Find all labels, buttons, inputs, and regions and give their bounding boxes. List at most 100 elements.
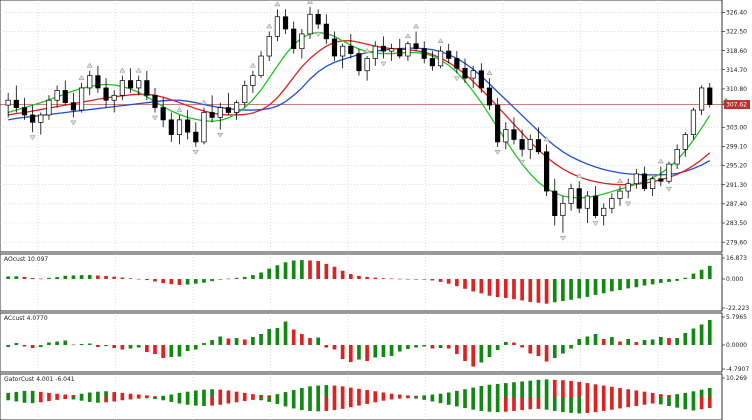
panel-frame [0, 312, 723, 373]
gator-upper-bar [397, 394, 402, 397]
fractal-up-arrow [543, 136, 550, 142]
candle-body [405, 43, 411, 57]
histogram-bar [593, 334, 598, 346]
gator-upper-bar [226, 390, 231, 397]
histogram-bar [291, 329, 296, 346]
histogram-bar [487, 345, 492, 358]
gator-upper-bar [585, 383, 590, 397]
candle-body [690, 109, 697, 135]
histogram-bar [202, 279, 206, 283]
histogram-bar [226, 278, 231, 280]
gator-lower-bar [128, 397, 133, 400]
gator-lower-bar [55, 397, 59, 400]
gator-lower-bar [561, 397, 565, 413]
gator-upper-bar [210, 389, 214, 397]
candle-body [372, 45, 378, 59]
histogram-bar [634, 342, 639, 346]
gator-lower-bar [707, 397, 712, 409]
gator-lower-bar [226, 397, 231, 404]
candle-body [650, 178, 656, 189]
histogram-bar [446, 345, 451, 349]
price-tick-label: 299.10 [726, 144, 747, 151]
histogram-bar [618, 341, 622, 346]
candle-body [454, 58, 460, 69]
gator-upper-bar [642, 391, 647, 397]
fractal-up-arrow [486, 70, 493, 75]
candle-body [413, 43, 419, 50]
fractal-down-arrow [70, 120, 77, 126]
histogram-bar [22, 276, 27, 280]
histogram-bar [47, 277, 51, 280]
histogram-bar [495, 279, 500, 298]
gator-upper-bar [128, 393, 133, 397]
gator-upper-bar [667, 394, 671, 397]
gator-lower-bar [438, 397, 443, 404]
gator-upper-bar [79, 393, 84, 397]
candle-body [38, 114, 44, 123]
gator-lower-bar [381, 397, 386, 401]
gator-upper-bar [601, 385, 606, 397]
price-panel[interactable] [0, 0, 731, 241]
gator-lower-bar [251, 397, 255, 400]
alligator-teeth-line [8, 40, 711, 186]
histogram-bar [136, 278, 141, 280]
histogram-bar [316, 337, 321, 346]
gator-lower-bar [512, 397, 516, 411]
gator-lower-bar [601, 397, 606, 411]
histogram-bar [185, 345, 190, 352]
histogram-bar [471, 345, 476, 367]
oscillator-panels[interactable]: AOcust 10.097 ACcust 4.0770 GatorCust 4.00… [4, 256, 712, 414]
histogram-bar [242, 339, 247, 346]
histogram-bar [479, 279, 484, 294]
histogram-bar [438, 279, 443, 282]
fractal-up-arrow [200, 99, 208, 105]
candle-body [495, 104, 501, 143]
histogram-bar [642, 340, 647, 346]
gator-upper-bar [512, 382, 516, 397]
gator-lower-bar [145, 397, 149, 399]
candle-body [30, 114, 36, 123]
gator-lower-bar [691, 397, 696, 411]
candle-body [356, 53, 362, 72]
candle-body [307, 13, 313, 35]
histogram-bar [528, 279, 533, 302]
histogram-bar [291, 260, 296, 280]
candle-body [160, 107, 166, 121]
histogram-bar [471, 279, 476, 292]
candle-body [592, 195, 599, 216]
gator-lower-bar [463, 397, 467, 409]
gator-lower-bar [332, 397, 337, 411]
candle-body [519, 139, 525, 150]
candle-body [429, 58, 435, 67]
oscillator-tick-label: 16.873 [726, 255, 747, 262]
candle-body [568, 188, 574, 204]
gator-lower-bar [414, 397, 418, 399]
histogram-bar [552, 279, 557, 303]
histogram-bar [479, 345, 484, 363]
gator-upper-bar [169, 394, 174, 397]
candle-body [486, 87, 493, 106]
histogram-bar [120, 345, 125, 350]
oscillator-panel-2: ACcust 4.0770 [4, 315, 712, 367]
gator-upper-bar [544, 379, 549, 397]
gator-upper-bar [683, 392, 688, 397]
gator-upper-bar [479, 385, 484, 397]
candle-body [5, 99, 11, 106]
histogram-bar [283, 262, 288, 280]
histogram-bar [503, 279, 508, 298]
gator-upper-bar [455, 390, 459, 397]
candle-body [119, 80, 125, 96]
histogram-bar [202, 343, 206, 346]
candle-body [511, 129, 517, 140]
histogram-bar [569, 279, 573, 300]
price-axis: 326.40 322.50 318.60 314.70 310.80 307.62 303.… [722, 10, 750, 382]
histogram-bar [634, 279, 639, 288]
fractal-up-arrow [364, 47, 371, 53]
price-tick-label: 303.00 [726, 124, 747, 131]
gator-upper-bar [520, 381, 524, 397]
histogram-bar [463, 279, 467, 289]
histogram-bar [104, 345, 108, 347]
price-tick-label: 287.40 [726, 201, 747, 208]
fractal-down-arrow [29, 135, 36, 141]
